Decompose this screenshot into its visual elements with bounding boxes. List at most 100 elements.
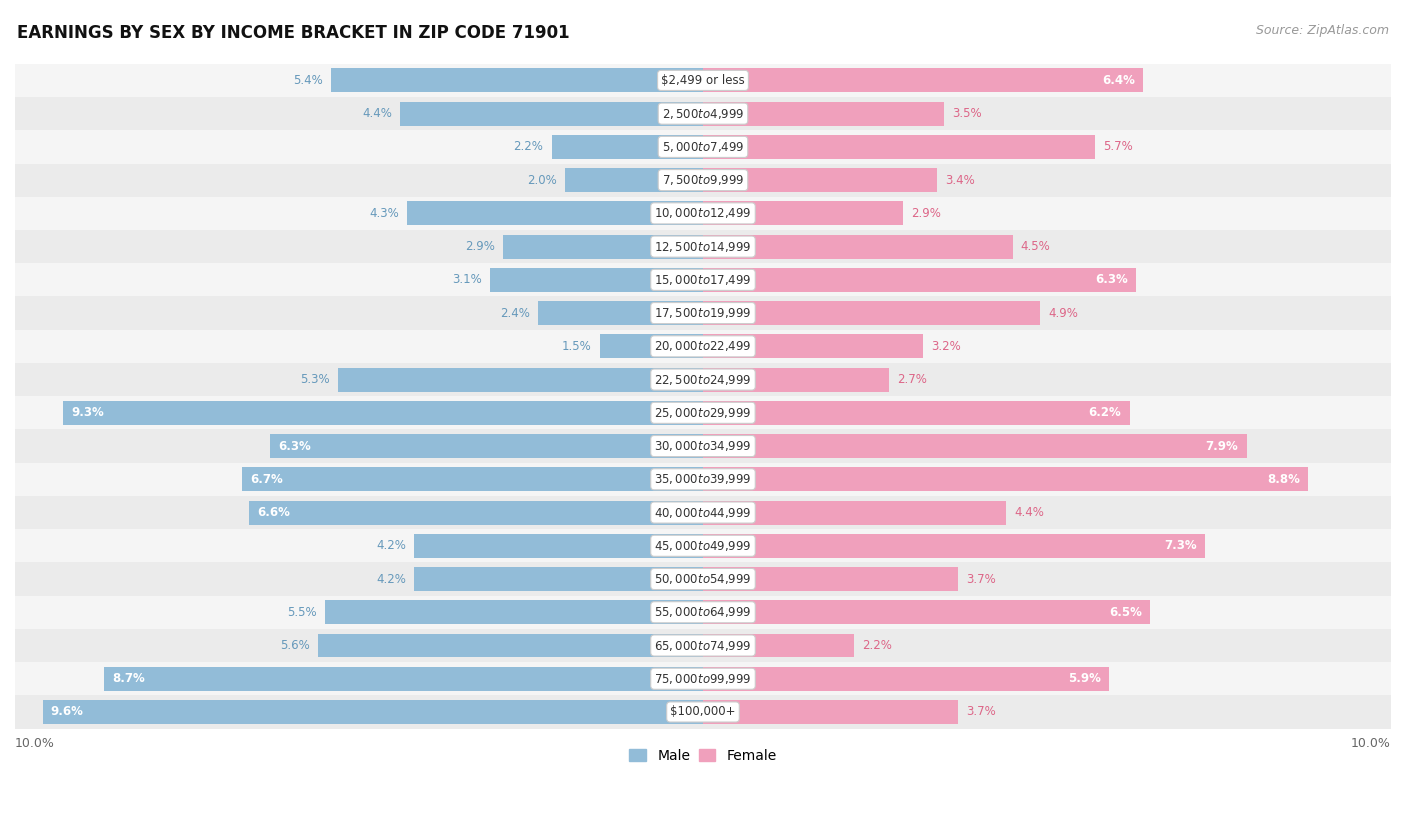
Text: 10.0%: 10.0% <box>15 737 55 750</box>
Bar <box>703 667 1109 691</box>
Bar <box>703 68 1143 93</box>
Text: $15,000 to $17,499: $15,000 to $17,499 <box>654 273 752 287</box>
Text: $5,000 to $7,499: $5,000 to $7,499 <box>662 140 744 154</box>
Bar <box>63 401 703 424</box>
Bar <box>15 596 1391 629</box>
Text: Source: ZipAtlas.com: Source: ZipAtlas.com <box>1256 24 1389 37</box>
Text: $75,000 to $99,999: $75,000 to $99,999 <box>654 672 752 685</box>
Text: $65,000 to $74,999: $65,000 to $74,999 <box>654 638 752 653</box>
Bar <box>332 68 703 93</box>
Text: 5.3%: 5.3% <box>301 373 330 386</box>
Bar <box>565 168 703 192</box>
Bar <box>15 330 1391 363</box>
Bar <box>703 534 1205 558</box>
Bar <box>15 629 1391 662</box>
Bar <box>15 263 1391 297</box>
Bar <box>703 367 889 392</box>
Bar <box>270 434 703 458</box>
Bar <box>703 633 855 658</box>
Text: 5.9%: 5.9% <box>1067 672 1101 685</box>
Bar <box>703 434 1247 458</box>
Bar <box>489 267 703 292</box>
Bar <box>408 202 703 225</box>
Text: 5.6%: 5.6% <box>280 639 309 652</box>
Text: EARNINGS BY SEX BY INCOME BRACKET IN ZIP CODE 71901: EARNINGS BY SEX BY INCOME BRACKET IN ZIP… <box>17 24 569 42</box>
Text: $40,000 to $44,999: $40,000 to $44,999 <box>654 506 752 520</box>
Bar <box>15 529 1391 563</box>
Text: 8.7%: 8.7% <box>112 672 145 685</box>
Bar <box>242 467 703 491</box>
Bar <box>15 297 1391 330</box>
Text: 1.5%: 1.5% <box>562 340 592 353</box>
Text: 6.3%: 6.3% <box>278 440 311 453</box>
Bar <box>15 496 1391 529</box>
Bar <box>551 135 703 159</box>
Text: 9.3%: 9.3% <box>72 406 104 420</box>
Bar <box>104 667 703 691</box>
Bar <box>42 700 703 724</box>
Text: 3.4%: 3.4% <box>945 174 974 187</box>
Text: 3.2%: 3.2% <box>931 340 962 353</box>
Bar <box>703 267 1136 292</box>
Bar <box>600 334 703 359</box>
Text: 4.4%: 4.4% <box>363 107 392 120</box>
Text: 10.0%: 10.0% <box>1351 737 1391 750</box>
Text: 2.7%: 2.7% <box>897 373 927 386</box>
Text: 2.4%: 2.4% <box>499 307 530 320</box>
Bar <box>538 301 703 325</box>
Bar <box>15 563 1391 596</box>
Text: 3.7%: 3.7% <box>966 706 995 719</box>
Text: 2.2%: 2.2% <box>863 639 893 652</box>
Bar <box>503 235 703 259</box>
Bar <box>15 363 1391 396</box>
Text: 4.3%: 4.3% <box>370 207 399 220</box>
Text: 4.4%: 4.4% <box>1014 506 1043 519</box>
Bar <box>703 600 1150 624</box>
Text: 3.5%: 3.5% <box>952 107 981 120</box>
Bar <box>15 695 1391 728</box>
Text: 2.9%: 2.9% <box>911 207 941 220</box>
Bar <box>703 467 1309 491</box>
Bar <box>703 102 943 126</box>
Text: $2,500 to $4,999: $2,500 to $4,999 <box>662 107 744 120</box>
Text: $30,000 to $34,999: $30,000 to $34,999 <box>654 439 752 453</box>
Text: 8.8%: 8.8% <box>1267 473 1301 486</box>
Bar <box>703 501 1005 524</box>
Text: 5.7%: 5.7% <box>1104 141 1133 154</box>
Text: 4.5%: 4.5% <box>1021 240 1050 253</box>
Text: 6.5%: 6.5% <box>1109 606 1142 619</box>
Bar <box>339 367 703 392</box>
Text: 2.2%: 2.2% <box>513 141 543 154</box>
Text: 4.2%: 4.2% <box>375 572 406 585</box>
Bar <box>15 97 1391 130</box>
Bar <box>15 63 1391 97</box>
Text: $12,500 to $14,999: $12,500 to $14,999 <box>654 240 752 254</box>
Bar <box>703 202 903 225</box>
Bar <box>15 230 1391 263</box>
Bar <box>413 534 703 558</box>
Text: 3.7%: 3.7% <box>966 572 995 585</box>
Text: $100,000+: $100,000+ <box>671 706 735 719</box>
Bar <box>703 334 924 359</box>
Text: 6.2%: 6.2% <box>1088 406 1122 420</box>
Text: $25,000 to $29,999: $25,000 to $29,999 <box>654 406 752 420</box>
Text: 7.9%: 7.9% <box>1205 440 1239 453</box>
Bar <box>703 567 957 591</box>
Text: 2.9%: 2.9% <box>465 240 495 253</box>
Bar <box>703 301 1040 325</box>
Text: $35,000 to $39,999: $35,000 to $39,999 <box>654 472 752 486</box>
Bar <box>15 197 1391 230</box>
Text: 4.2%: 4.2% <box>375 539 406 552</box>
Text: 7.3%: 7.3% <box>1164 539 1197 552</box>
Text: $45,000 to $49,999: $45,000 to $49,999 <box>654 539 752 553</box>
Text: $50,000 to $54,999: $50,000 to $54,999 <box>654 572 752 586</box>
Text: $2,499 or less: $2,499 or less <box>661 74 745 87</box>
Bar <box>325 600 703 624</box>
Bar <box>15 429 1391 463</box>
Text: 2.0%: 2.0% <box>527 174 557 187</box>
Text: $55,000 to $64,999: $55,000 to $64,999 <box>654 605 752 620</box>
Text: $20,000 to $22,499: $20,000 to $22,499 <box>654 339 752 354</box>
Text: 9.6%: 9.6% <box>51 706 83 719</box>
Bar <box>318 633 703 658</box>
Bar <box>15 130 1391 163</box>
